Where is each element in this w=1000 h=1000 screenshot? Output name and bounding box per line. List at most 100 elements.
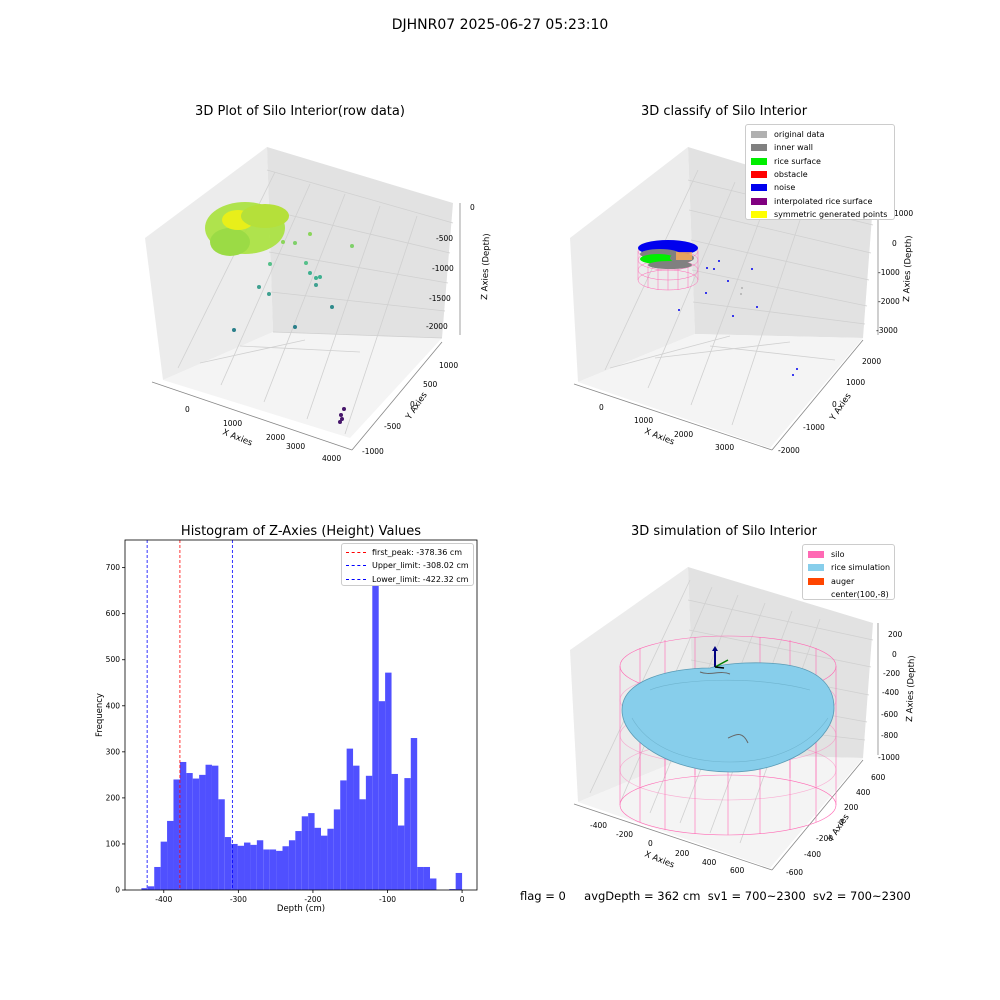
histogram-bar: [205, 764, 212, 890]
raw-point-cloud: [205, 202, 354, 424]
raw-xtick: 0: [185, 405, 190, 414]
raw-ytick: -500: [384, 422, 401, 431]
histogram-bar: [404, 778, 411, 890]
histogram-bar: [224, 837, 232, 890]
x-tick-label: 0: [460, 895, 465, 904]
histogram-bar: [340, 780, 347, 890]
histogram-bar: [250, 844, 257, 890]
histogram-bar: [186, 773, 193, 890]
histogram-bar: [211, 765, 219, 890]
histogram-bar: [410, 738, 418, 890]
histogram-xlabel: Depth (cm): [277, 904, 325, 914]
sim-ytick: -600: [786, 868, 803, 877]
classify-xlabel: X Axies: [643, 427, 676, 448]
histogram-bar: [301, 816, 309, 890]
histogram-bar: [353, 765, 360, 890]
legend-entry: symmetric generated points: [751, 208, 889, 221]
sim-ztick: -200: [883, 669, 900, 678]
sim-ztick: 0: [892, 650, 897, 659]
sim-xtick: 600: [730, 866, 745, 875]
raw-xlabel: X Axies: [221, 428, 254, 449]
x-tick-label: -100: [379, 895, 396, 904]
legend-entry: Upper_limit: -308.02 cm: [346, 559, 469, 572]
sim-xlabel: X Axies: [643, 850, 676, 871]
classify-ytick: 0: [832, 400, 837, 409]
sim-ytick: 400: [856, 788, 871, 797]
raw-side-wall: [267, 147, 453, 338]
histogram-bar: [276, 850, 283, 890]
legend-entry: center(100,-8): [808, 588, 889, 601]
histogram-bar: [327, 828, 334, 890]
legend-swatch: [751, 171, 767, 179]
histogram-bar: [237, 845, 245, 890]
histogram-bar: [385, 672, 392, 890]
sim-ytick: 200: [844, 803, 859, 812]
legend-swatch: [751, 197, 767, 205]
histogram-bar: [430, 878, 437, 890]
legend-swatch: [751, 144, 767, 152]
legend-entry: inner wall: [751, 141, 889, 154]
sim-xtick: -200: [616, 830, 633, 839]
histogram-bar: [244, 842, 251, 890]
sim-rice-surface: [621, 662, 835, 773]
classify-xtick: 0: [599, 403, 604, 412]
histogram-bar: [417, 866, 424, 890]
y-tick-label: 700: [106, 563, 121, 572]
y-tick-label: 200: [106, 793, 121, 802]
histogram-bar: [154, 866, 161, 890]
raw-ytick: 500: [423, 380, 438, 389]
legend-entry: silo: [808, 548, 889, 561]
classify-ytick: -2000: [778, 446, 800, 455]
x-tick-label: -400: [155, 895, 172, 904]
classify-xtick: 3000: [715, 443, 734, 452]
histogram-bar: [391, 773, 398, 890]
flag-text: flag = 0: [520, 889, 566, 903]
raw-xtick: 2000: [266, 433, 285, 442]
sim-auger-marker: [712, 646, 729, 669]
histogram-title: Histogram of Z-Axies (Height) Values: [180, 524, 422, 539]
sim-ztick: -400: [882, 688, 899, 697]
legend-entry: first_peak: -378.36 cm: [346, 546, 469, 559]
histogram-bar: [314, 827, 321, 890]
classify-zlabel: Z Axies (Depth): [902, 235, 914, 302]
raw-ztick: -500: [436, 234, 453, 243]
sv2-text: sv2 = 700~2300: [812, 889, 911, 903]
histogram-x-ticks: -400 -300 -200 -100 0: [155, 890, 465, 904]
legend-line: [346, 552, 366, 554]
legend-swatch: [751, 210, 767, 218]
raw-ytick: -1000: [362, 447, 384, 456]
simulation-legend: silo rice simulation auger center(100,-8…: [802, 544, 895, 600]
sim-ytick: 600: [871, 773, 886, 782]
legend-swatch: [751, 184, 767, 192]
histogram-bar: [218, 799, 225, 890]
raw-3d-plot: 0 1000 2000 3000 4000 -1000 -500 0 500 1…: [145, 147, 492, 463]
legend-swatch: [808, 551, 824, 559]
sim-ytick: 0: [839, 818, 844, 827]
legend-entry: Lower_limit: -422.32 cm: [346, 573, 469, 586]
raw-zlabel: Z Axies (Depth): [480, 233, 492, 300]
histogram-bar: [378, 701, 386, 890]
sim-ylabel: Y Axies: [826, 812, 852, 844]
histogram-bar: [333, 809, 341, 890]
raw-ylabel: Y Axies: [404, 390, 430, 422]
legend-swatch: [808, 564, 824, 572]
sim-ytick: -400: [804, 850, 821, 859]
classify-point-clusters: [638, 240, 798, 376]
histogram-chart: -400 -300 -200 -100 0 0 100 200 300 400 500 600 700…: [95, 539, 478, 914]
histogram-bar: [141, 888, 148, 890]
legend-line: [346, 565, 366, 567]
sim-ztick: -600: [881, 710, 898, 719]
raw-xtick: 1000: [223, 419, 242, 428]
y-tick-label: 100: [106, 839, 121, 848]
status-footer: flag = 0 avgDepth = 362 cm sv1 = 700~230…: [520, 889, 911, 903]
classify-ztick: 1000: [894, 209, 913, 218]
histogram-bar: [173, 779, 180, 890]
simulation-plot-title: 3D simulation of Silo Interior: [631, 524, 817, 539]
histogram-bar: [359, 799, 366, 890]
classify-ztick: -2000: [878, 297, 900, 306]
histogram-bar: [449, 889, 456, 890]
sim-xtick: -400: [590, 821, 607, 830]
histogram-bar: [288, 840, 296, 890]
histogram-bar: [147, 886, 155, 890]
histogram-bar: [295, 831, 302, 890]
